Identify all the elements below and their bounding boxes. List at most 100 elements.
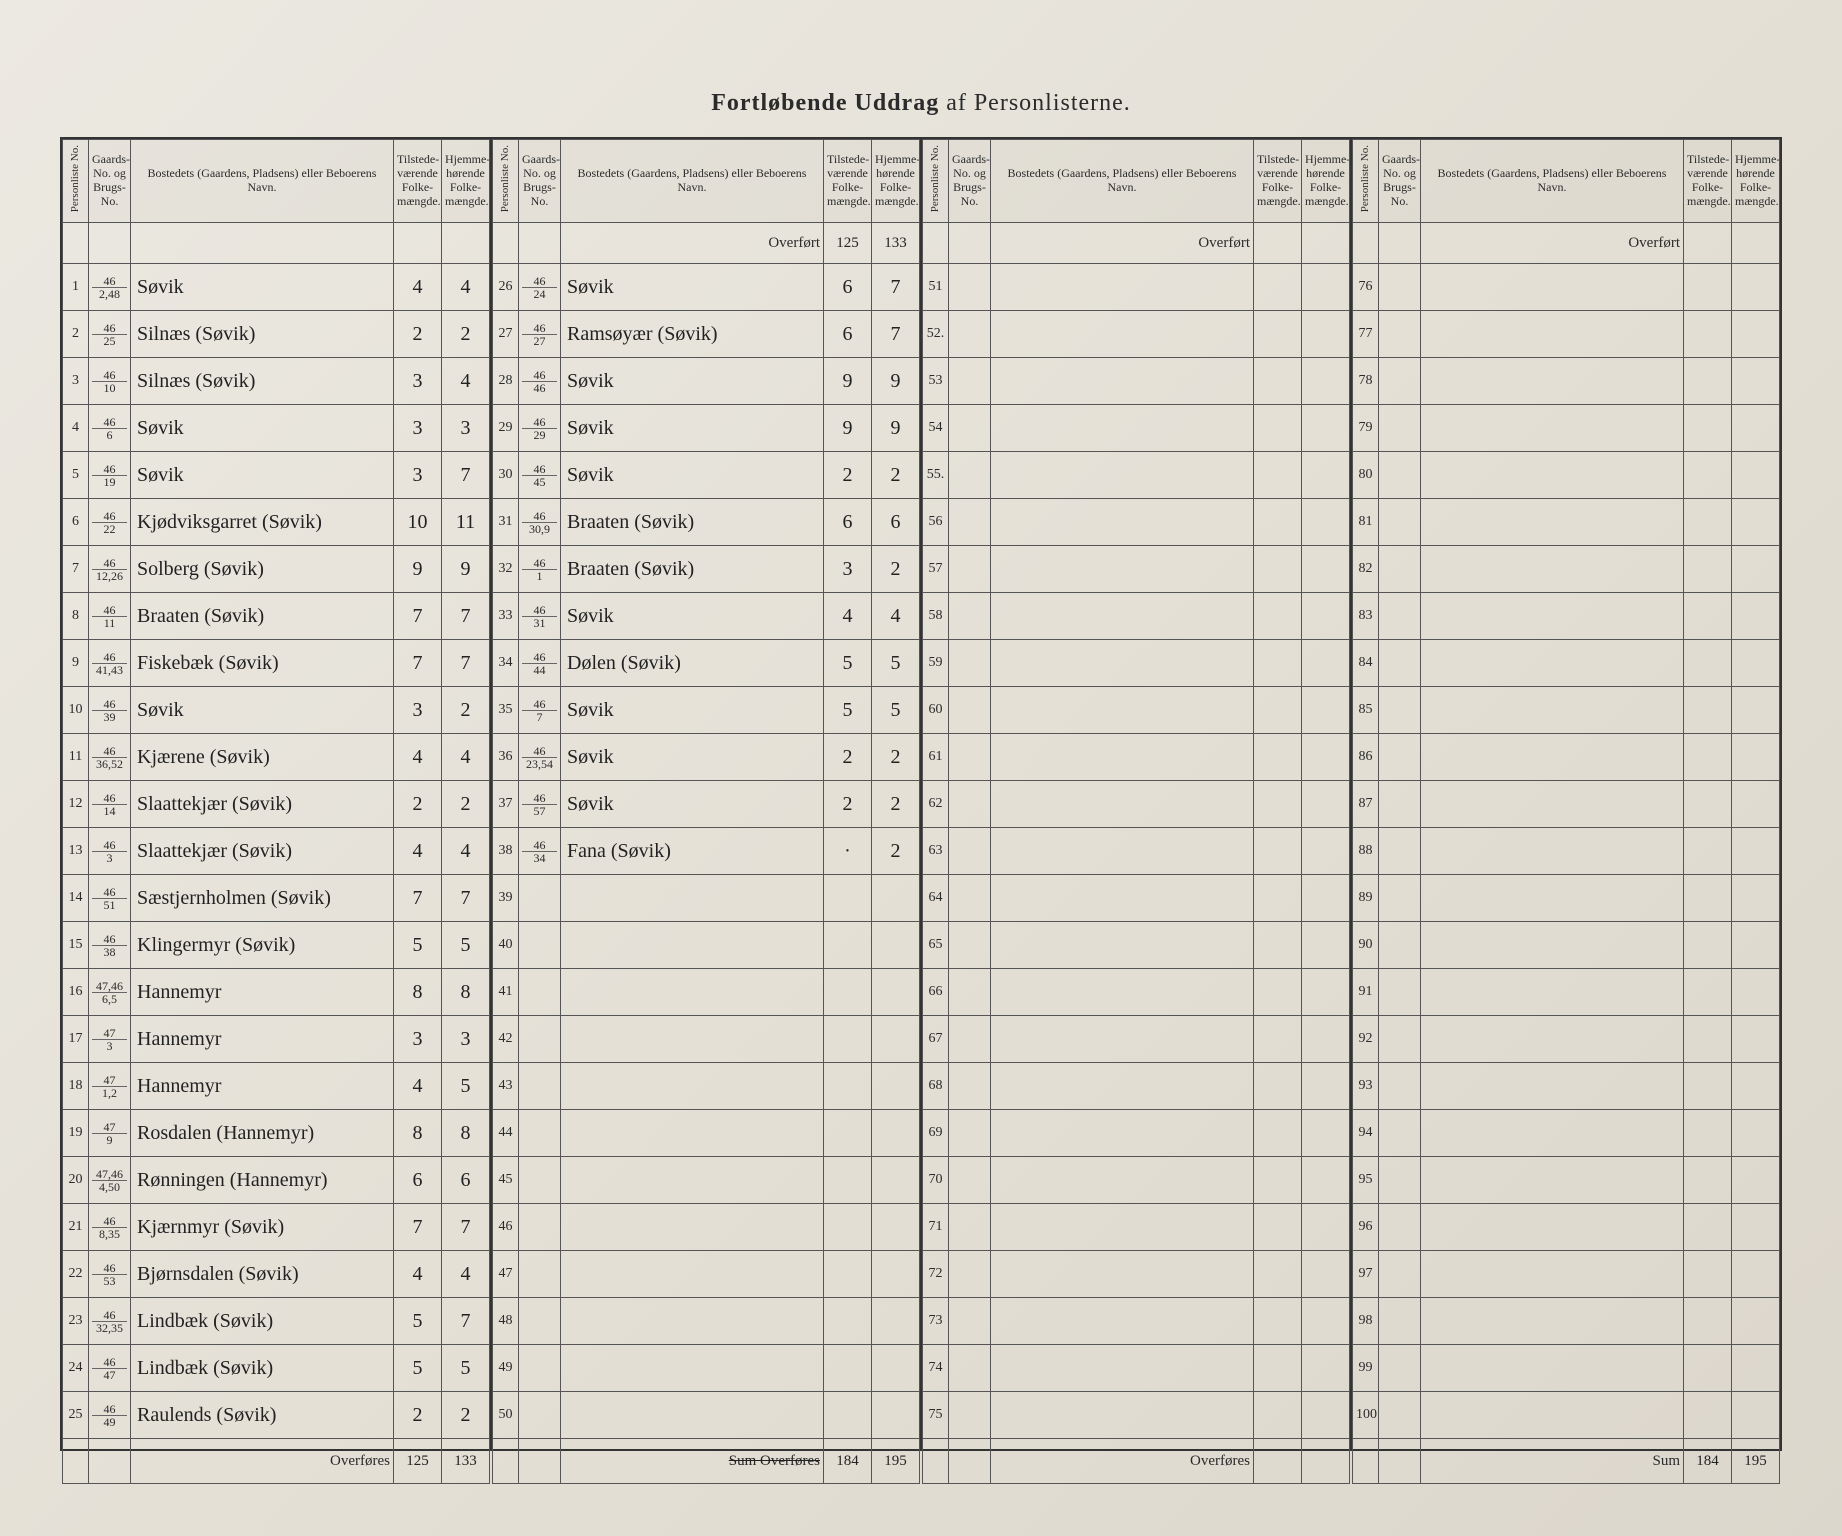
tilstede-val: 4 [394,828,442,875]
tilstede-val: 4 [394,734,442,781]
tilstede-val [1684,734,1732,781]
hjemme-val [872,1016,920,1063]
gaards-no: 4657 [519,781,561,828]
tilstede-val [1254,1298,1302,1345]
tilstede-val [1684,1298,1732,1345]
row-no: 83 [1353,593,1379,640]
tilstede-val [1254,1345,1302,1392]
bosted-name [1421,969,1684,1016]
bosted-name: Lindbæk (Søvik) [131,1345,394,1392]
tilstede-val [1684,499,1732,546]
gaards-no [949,1251,991,1298]
hjemme-val [1732,1345,1780,1392]
table-row: 65 [923,922,1350,969]
tilstede-val: 5 [394,1345,442,1392]
tilstede-val: 9 [394,546,442,593]
tilstede-val [1684,875,1732,922]
hdr-gaards: Gaards- No. og Brugs- No. [949,140,991,223]
row-no: 69 [923,1110,949,1157]
gaards-no [519,1392,561,1439]
table-row: 154638Klingermyr (Søvik)55 [63,922,490,969]
row-no: 94 [1353,1110,1379,1157]
hjemme-val [1732,1298,1780,1345]
tilstede-val [1684,640,1732,687]
table-row: 32461Braaten (Søvik)32 [493,546,920,593]
tilstede-val [1254,593,1302,640]
tilstede-val: 2 [824,452,872,499]
table-row: 49 [493,1345,920,1392]
row-no: 1 [63,264,89,311]
gaards-no [1379,1157,1421,1204]
table-row: 93 [1353,1063,1780,1110]
table-row: 304645Søvik22 [493,452,920,499]
tilstede-val [1254,1063,1302,1110]
tilstede-val [1684,1063,1732,1110]
tilstede-val [1254,1204,1302,1251]
table-row: 53 [923,358,1350,405]
gaards-no: 4610 [89,358,131,405]
hjemme-val [1302,781,1350,828]
bosted-name: Søvik [561,405,824,452]
row-no: 37 [493,781,519,828]
overfores-row-1: Overføres 125 133 [63,1439,490,1484]
gaards-no [949,1392,991,1439]
table-row: 104639Søvik32 [63,687,490,734]
table-row: 82 [1353,546,1780,593]
gaards-no [519,1298,561,1345]
table-row: 294629Søvik99 [493,405,920,452]
bosted-name: Fiskebæk (Søvik) [131,640,394,687]
tilstede-val [1254,546,1302,593]
row-no: 81 [1353,499,1379,546]
tilstede-val [1684,1016,1732,1063]
row-no: 22 [63,1251,89,1298]
row-no: 73 [923,1298,949,1345]
table-row: 64622Kjødviksgarret (Søvik)1011 [63,499,490,546]
gaards-no [949,1110,991,1157]
table-row: 44 [493,1110,920,1157]
gaards-no [519,1016,561,1063]
bosted-name [991,452,1254,499]
bosted-name [1421,1345,1684,1392]
tilstede-val: 5 [394,922,442,969]
hjemme-val [1732,1063,1780,1110]
tilstede-val: 5 [824,640,872,687]
table-row: 54 [923,405,1350,452]
hdr-hjemme: Hjemme- hørende Folke- mængde. [442,140,490,223]
tilstede-val [1254,358,1302,405]
hjemme-val [872,969,920,1016]
gaards-no: 4630,9 [519,499,561,546]
sum-h-4: 195 [1732,1439,1780,1484]
gaards-no: 4653 [89,1251,131,1298]
tilstede-val [1254,687,1302,734]
bosted-name [991,734,1254,781]
hjemme-val [872,875,920,922]
tilstede-val [1684,1157,1732,1204]
table-row: 51 [923,264,1350,311]
table-row: 73 [923,1298,1350,1345]
row-no: 59 [923,640,949,687]
gaards-no: 4647 [89,1345,131,1392]
bosted-name: Hannemyr [131,969,394,1016]
bosted-name: Søvik [561,264,824,311]
hjemme-val: 4 [442,1251,490,1298]
row-no: 65 [923,922,949,969]
gaards-no: 4627 [519,311,561,358]
bosted-name [991,1110,1254,1157]
row-no: 47 [493,1251,519,1298]
bosted-name [1421,1392,1684,1439]
row-no: 5 [63,452,89,499]
hjemme-val [1732,405,1780,452]
bosted-name [561,1345,824,1392]
table-row: 70 [923,1157,1350,1204]
tilstede-val [824,969,872,1016]
table-row: 47 [493,1251,920,1298]
table-row: 92 [1353,1016,1780,1063]
hjemme-val: 9 [872,405,920,452]
row-no: 77 [1353,311,1379,358]
tilstede-val [824,1157,872,1204]
title-light: af Personlisterne. [946,90,1131,116]
gaards-no [1379,593,1421,640]
gaards-no: 4646 [519,358,561,405]
row-no: 42 [493,1016,519,1063]
bosted-name [991,1251,1254,1298]
